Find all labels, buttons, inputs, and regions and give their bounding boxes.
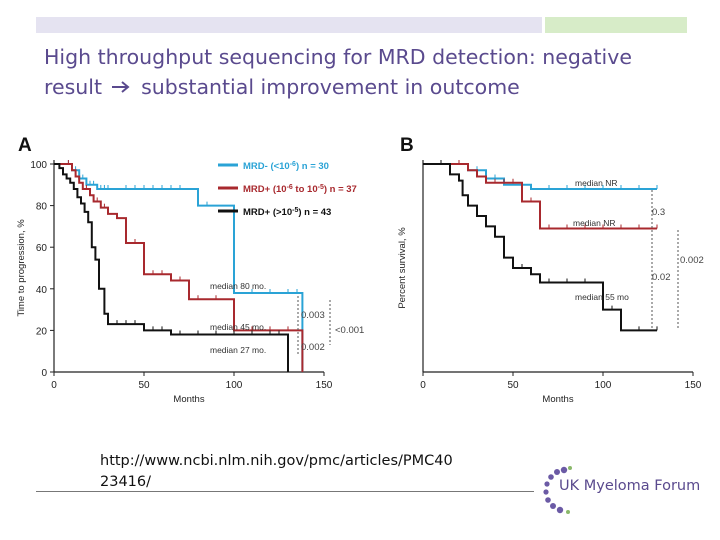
legend-label-0: MRD- (<10-6) n = 30 [243, 161, 329, 173]
x-tick-label: 50 [507, 380, 519, 391]
median-label: median 80 mo. [210, 281, 266, 291]
p-value-label: 0.3 [652, 207, 665, 218]
slide-title: High throughput sequencing for MRD detec… [44, 42, 684, 102]
km-curve-2 [423, 163, 657, 332]
km-curve-1 [54, 163, 304, 372]
p-value-label: <0.001 [335, 325, 364, 336]
panel-a: A 0 50 100 150 0 20 40 60 80 100 Months Time to prog… [16, 135, 364, 405]
panel-b: B 0 50 100 150 Months Percent survival, % media… [397, 135, 704, 405]
y-axis-label: Time to progression, % [16, 219, 27, 317]
km-curve-2 [54, 163, 289, 372]
x-tick-label: 150 [316, 380, 333, 391]
x-axis-label: Months [542, 394, 573, 405]
legend-exponent: -5 [292, 207, 298, 214]
median-label: median 45 mo. [210, 322, 266, 332]
p-value-label: 0.002 [680, 255, 704, 266]
legend-text: MRD+ (10 [243, 184, 287, 195]
median-label: median 55 mo [575, 292, 629, 302]
title-line-2b: substantial improvement in outcome [141, 75, 520, 99]
uk-myeloma-forum-logo: UK Myeloma Forum [542, 464, 700, 516]
legend-exponent: -6 [287, 184, 293, 191]
footer-divider [36, 491, 534, 492]
legend-label-2: MRD+ (>10-5) n = 43 [243, 207, 331, 219]
x-tick-label: 0 [51, 380, 57, 391]
header-accent-bar-right [545, 17, 687, 33]
x-tick-label: 150 [685, 380, 702, 391]
logo-dots-icon [543, 466, 572, 514]
logo-text: UK Myeloma Forum [559, 478, 701, 494]
y-tick-label: 80 [36, 202, 48, 213]
x-tick-label: 100 [226, 380, 243, 391]
panel-letter: A [18, 135, 32, 156]
panel-letter: B [400, 135, 414, 156]
legend-text: to 10 [293, 184, 318, 195]
p-value-label: 0.002 [301, 342, 325, 353]
y-axis-label: Percent survival, % [397, 227, 408, 309]
legend-exponent: -6 [290, 161, 296, 168]
median-label: median 27 mo. [210, 345, 266, 355]
x-axis-label: Months [173, 394, 204, 405]
legend-text: MRD- (<10 [243, 161, 290, 172]
legend-text: ) n = 43 [298, 207, 331, 218]
y-tick-label: 40 [36, 285, 48, 296]
right-arrow-icon [111, 72, 131, 102]
p-value-label: 0.02 [652, 272, 671, 283]
y-tick-label: 20 [36, 326, 48, 337]
y-tick-label: 60 [36, 243, 48, 254]
legend-exponent: -5 [318, 184, 324, 191]
x-tick-label: 100 [595, 380, 612, 391]
p-value-label: 0.003 [301, 310, 325, 321]
legend-text: ) n = 37 [324, 184, 357, 195]
legend-label-1: MRD+ (10-6 to 10-5) n = 37 [243, 184, 357, 196]
title-line-2a: result [44, 75, 102, 99]
title-line-1: High throughput sequencing for MRD detec… [44, 45, 632, 69]
x-tick-label: 50 [138, 380, 150, 391]
legend-text: ) n = 30 [296, 161, 329, 172]
source-url[interactable]: http://www.ncbi.nlm.nih.gov/pmc/articles… [100, 453, 453, 490]
header-accent-bar-left [36, 17, 542, 33]
x-tick-label: 0 [420, 380, 426, 391]
median-label: median NR [573, 218, 616, 228]
y-tick-label: 0 [41, 368, 47, 379]
legend-text: MRD+ (>10 [243, 207, 292, 218]
median-label: median NR [575, 178, 618, 188]
km-curve-1 [423, 163, 657, 230]
y-tick-label: 100 [30, 160, 47, 171]
